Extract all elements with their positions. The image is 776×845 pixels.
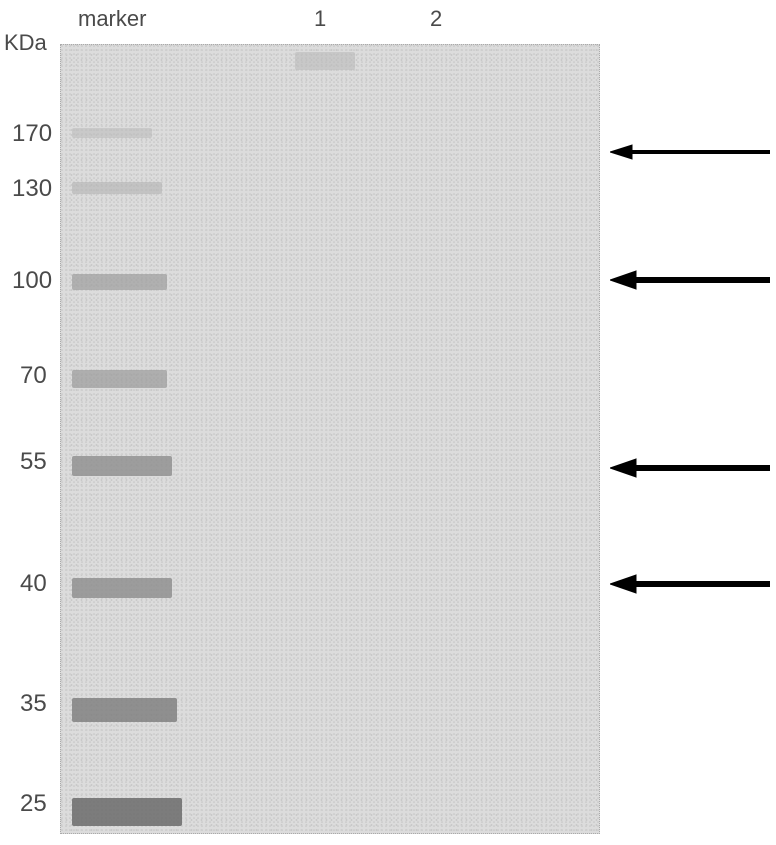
mw-tick-100: 100 [12,267,52,295]
arrow-indicator [610,457,770,479]
arrow-indicator [610,269,770,291]
lane-label-2: 2 [430,6,442,32]
mw-tick-130: 130 [12,175,52,203]
mw-tick-170: 170 [12,120,52,148]
mw-tick-25: 25 [20,790,47,818]
arrow-indicator [610,573,770,595]
mw-tick-40: 40 [20,570,47,598]
mw-tick-70: 70 [20,362,47,390]
marker-band [72,274,167,290]
marker-band [72,456,172,476]
marker-band [72,578,172,598]
marker-band [72,370,167,388]
mw-tick-35: 35 [20,690,47,718]
arrow-indicator [610,143,770,161]
marker-band [72,698,177,722]
marker-band [72,798,182,826]
figure-stage: KDa marker 1 2 170 130 100 70 55 40 35 2… [0,0,776,845]
marker-band [72,182,162,194]
lane1-well-smear [295,52,355,70]
lane-label-1: 1 [314,6,326,32]
marker-column-label: marker [78,6,146,32]
marker-band [72,128,152,138]
unit-label: KDa [4,30,47,56]
mw-tick-55: 55 [20,448,47,476]
